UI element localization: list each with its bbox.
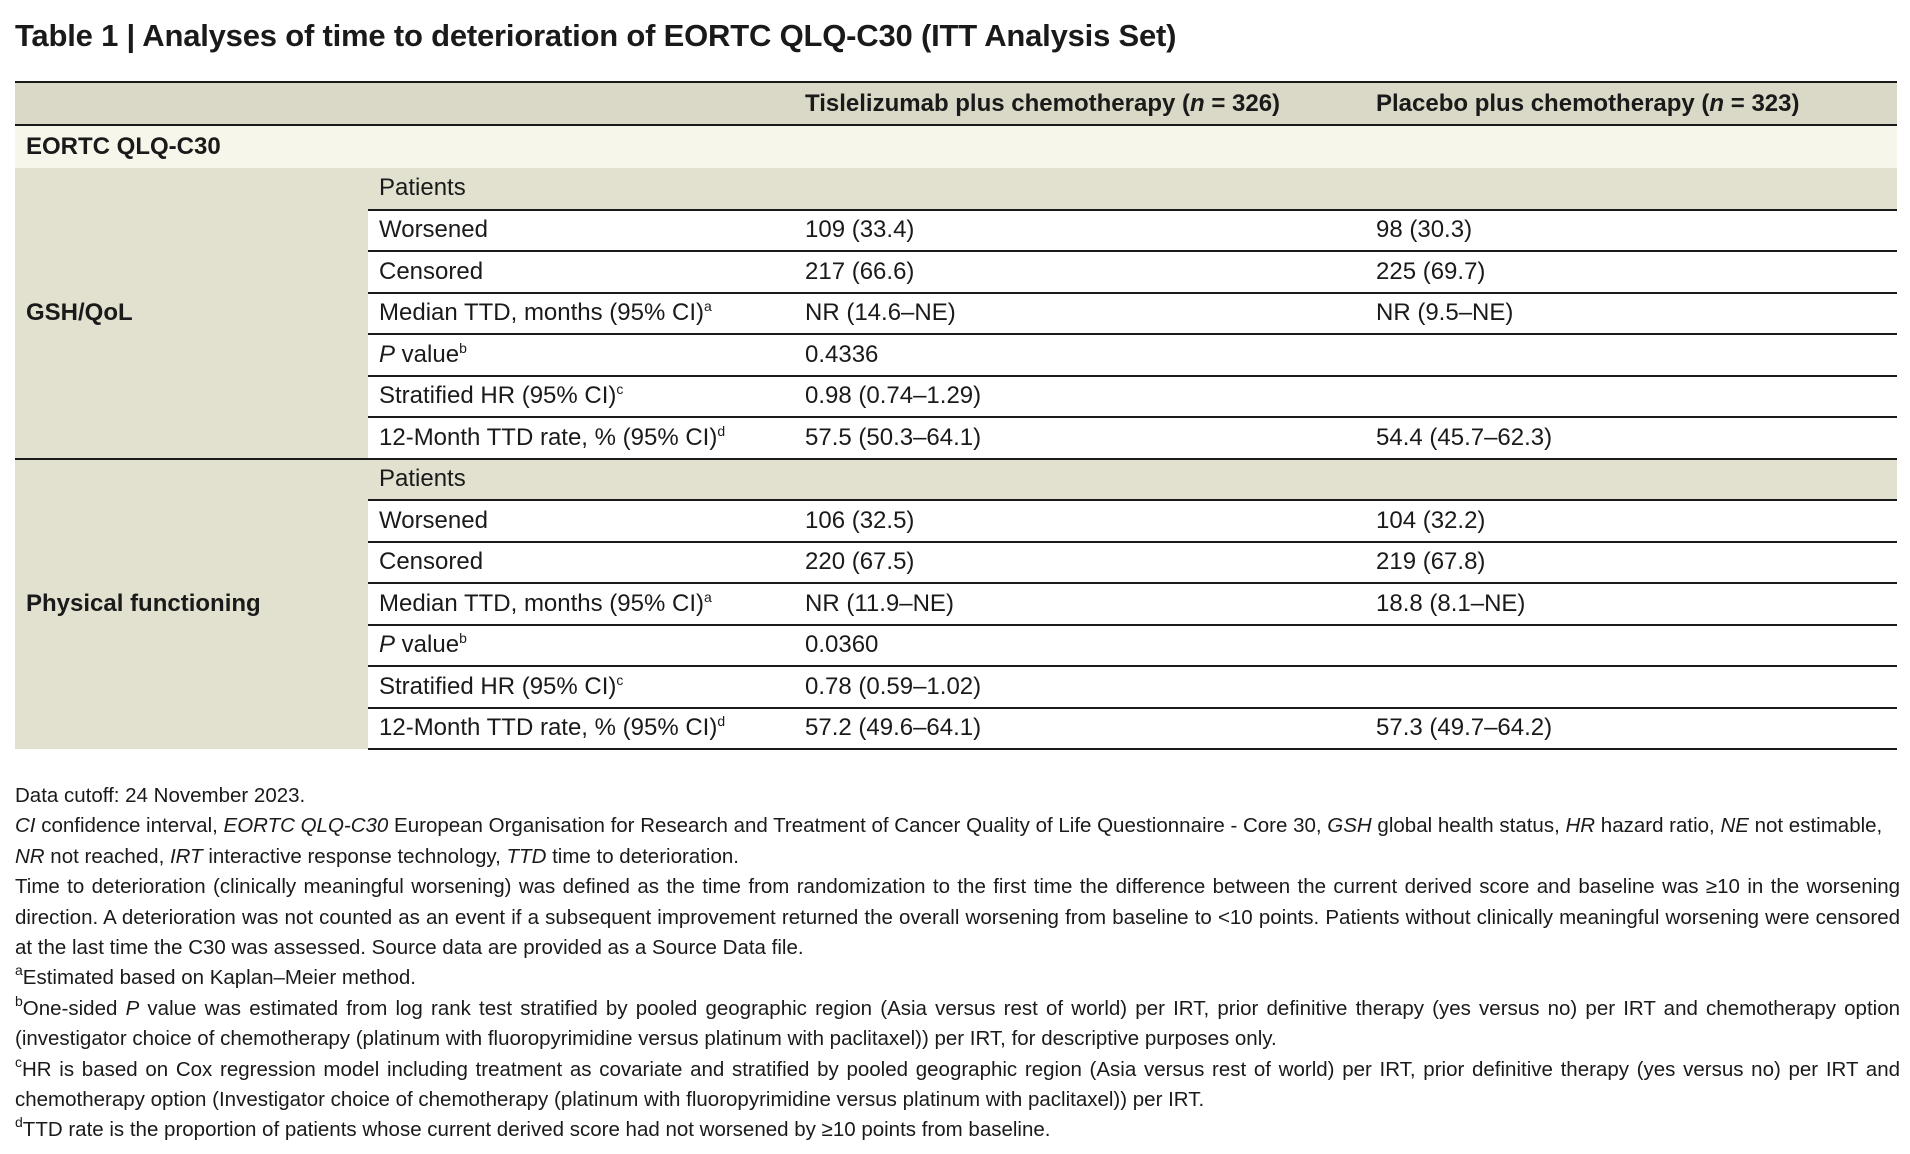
row-label: Censored [368, 250, 794, 293]
placebo-value [1365, 374, 1897, 417]
section-label: EORTC QLQ-C30 [15, 125, 1897, 168]
treatment-value: 0.0360 [794, 623, 1365, 666]
treatment-value: 217 (66.6) [794, 250, 1365, 293]
table-row: Physical functioning Patients [15, 457, 1897, 749]
placebo-value [1365, 665, 1897, 708]
treatment-value: 0.4336 [794, 333, 1365, 376]
table-row: Worsened 106 (32.5) 104 (32.2) [15, 499, 1897, 542]
section-row: EORTC QLQ-C30 [15, 125, 1897, 168]
footnote-a: aEstimated based on Kaplan–Meier method. [15, 962, 416, 990]
placebo-value: 219 (67.8) [1365, 540, 1897, 583]
table-row: 12-Month TTD rate, % (95% CI)d 57.5 (50.… [15, 416, 1897, 459]
table-notes: Data cutoff: 24 November 2023. CI confid… [15, 781, 1900, 1146]
placebo-value: 225 (69.7) [1365, 250, 1897, 293]
row-label: 12-Month TTD rate, % (95% CI)d [368, 706, 794, 750]
header-empty-cell [368, 81, 794, 126]
treatment-value: 0.98 (0.74–1.29) [794, 374, 1365, 417]
patients-label: Patients [368, 168, 1897, 210]
table-row: Median TTD, months (95% CI)a NR (14.6–NE… [15, 291, 1897, 334]
treatment-value: 220 (67.5) [794, 540, 1365, 583]
placebo-value [1365, 623, 1897, 666]
table-row: P valueb 0.0360 [15, 623, 1897, 666]
definition-note: Time to deterioration (clinically meanin… [15, 875, 1900, 960]
row-label: Censored [368, 540, 794, 583]
treatment-value: 0.78 (0.59–1.02) [794, 665, 1365, 708]
table-row: 12-Month TTD rate, % (95% CI)d 57.2 (49.… [15, 706, 1897, 750]
placebo-value: NR (9.5–NE) [1365, 291, 1897, 334]
placebo-value: 57.3 (49.7–64.2) [1365, 706, 1897, 750]
header-empty-cell [15, 81, 368, 126]
header-treatment: Tislelizumab plus chemotherapy (n = 326) [794, 81, 1365, 126]
row-label: P valueb [368, 333, 794, 376]
row-label: 12-Month TTD rate, % (95% CI)d [368, 416, 794, 459]
data-cutoff-note: Data cutoff: 24 November 2023. [15, 784, 306, 807]
table-row: Worsened 109 (33.4) 98 (30.3) [15, 208, 1897, 251]
footnote-c: cHR is based on Cox regression model inc… [15, 1053, 1900, 1112]
placebo-value: 18.8 (8.1–NE) [1365, 582, 1897, 625]
treatment-value: 57.2 (49.6–64.1) [794, 706, 1365, 750]
treatment-value: 109 (33.4) [794, 208, 1365, 251]
table-title: Table 1 | Analyses of time to deteriorat… [15, 18, 1177, 53]
treatment-value: NR (11.9–NE) [794, 582, 1365, 625]
placebo-value: 54.4 (45.7–62.3) [1365, 416, 1897, 459]
placebo-value: 98 (30.3) [1365, 208, 1897, 251]
row-label: Worsened [368, 499, 794, 542]
placebo-value [1365, 333, 1897, 376]
footnote-b: bOne-sided P value was estimated from lo… [15, 992, 1900, 1051]
table-row: Median TTD, months (95% CI)a NR (11.9–NE… [15, 582, 1897, 625]
table-row: GSH/QoL Patients [15, 168, 1897, 459]
treatment-value: 57.5 (50.3–64.1) [794, 416, 1365, 459]
row-label: Stratified HR (95% CI)c [368, 665, 794, 708]
placebo-value: 104 (32.2) [1365, 499, 1897, 542]
row-label: Median TTD, months (95% CI)a [368, 582, 794, 625]
header-placebo: Placebo plus chemotherapy (n = 323) [1365, 81, 1897, 126]
results-table: Tislelizumab plus chemotherapy (n = 326)… [15, 81, 1897, 750]
row-label: P valueb [368, 623, 794, 666]
row-label: Median TTD, months (95% CI)a [368, 291, 794, 334]
treatment-value: NR (14.6–NE) [794, 291, 1365, 334]
footnote-d: dTTD rate is the proportion of patients … [15, 1114, 1051, 1142]
patients-label: Patients [368, 457, 1897, 500]
table-row: Censored 217 (66.6) 225 (69.7) [15, 250, 1897, 293]
treatment-value: 106 (32.5) [794, 499, 1365, 542]
row-label: Worsened [368, 208, 794, 251]
group-label: GSH/QoL [15, 168, 368, 459]
table-header-row: Tislelizumab plus chemotherapy (n = 326)… [15, 81, 1897, 126]
group-label: Physical functioning [15, 457, 368, 749]
table-row: Stratified HR (95% CI)c 0.78 (0.59–1.02) [15, 665, 1897, 708]
table-row: Stratified HR (95% CI)c 0.98 (0.74–1.29) [15, 374, 1897, 417]
abbreviations-note: CI confidence interval, EORTC QLQ-C30 Eu… [15, 814, 1883, 868]
table-row: P valueb 0.4336 [15, 333, 1897, 376]
row-label: Stratified HR (95% CI)c [368, 374, 794, 417]
table-row: Censored 220 (67.5) 219 (67.8) [15, 540, 1897, 583]
